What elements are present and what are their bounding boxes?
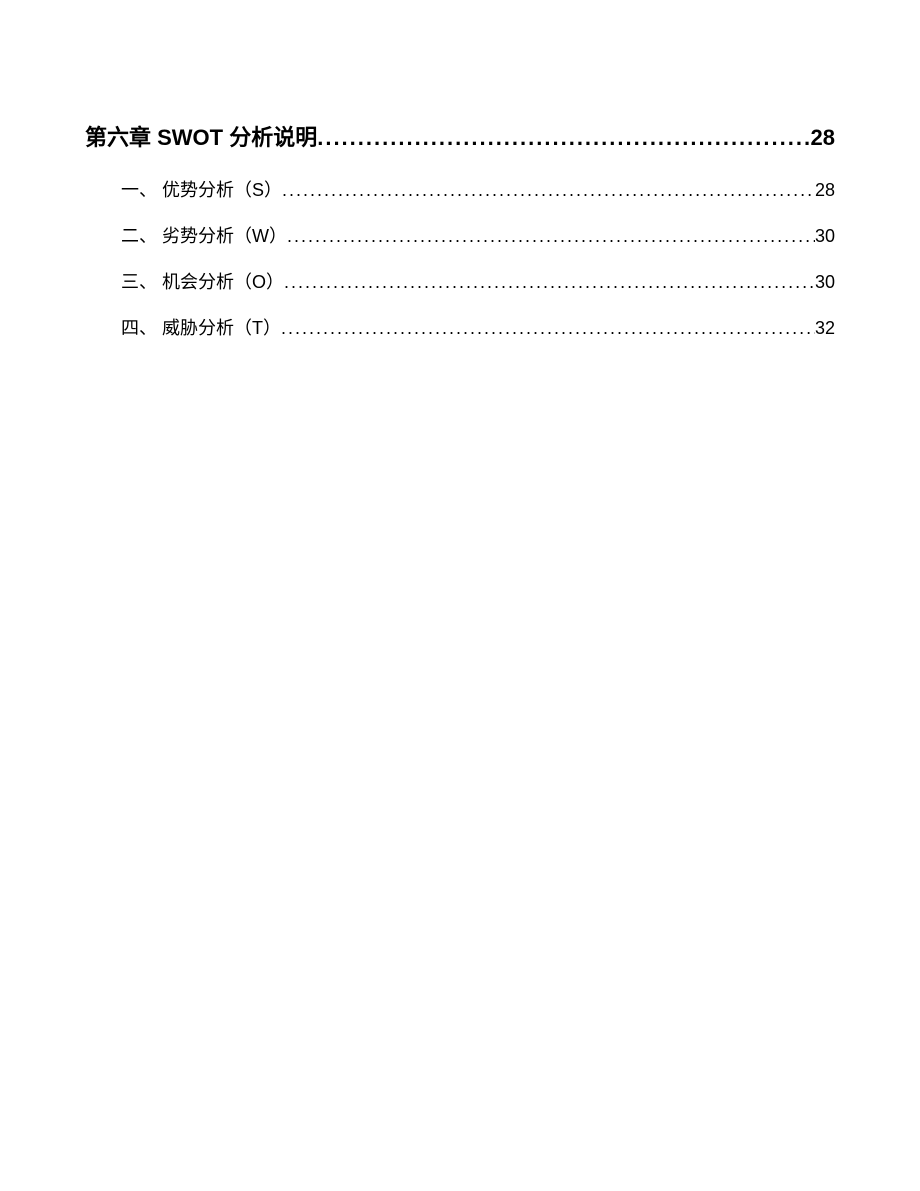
toc-section-title: 一、 优势分析（S） [121,176,282,202]
toc-dot-leader: ........................................… [282,180,815,201]
toc-section-page: 30 [815,226,835,247]
toc-section-page: 30 [815,272,835,293]
toc-section-page: 32 [815,318,835,339]
toc-section-entry: 四、 威胁分析（T） .............................… [85,314,835,340]
toc-section-entry: 一、 优势分析（S） .............................… [85,176,835,202]
toc-section-entry: 三、 机会分析（O） .............................… [85,268,835,294]
toc-dot-leader: ........................................… [317,125,810,151]
toc-section-title: 四、 威胁分析（T） [121,314,281,340]
toc-dot-leader: ........................................… [284,272,815,293]
toc-section-entry: 二、 劣势分析（W） .............................… [85,222,835,248]
toc-dot-leader: ........................................… [281,318,815,339]
toc-dot-leader: ........................................… [287,226,815,247]
toc-section-page: 28 [815,180,835,201]
toc-chapter-entry: 第六章 SWOT 分析说明 ..........................… [85,120,835,152]
toc-section-title: 三、 机会分析（O） [121,268,284,294]
toc-section-title: 二、 劣势分析（W） [121,222,287,248]
toc-chapter-title: 第六章 SWOT 分析说明 [85,120,317,152]
toc-chapter-page: 28 [811,125,835,151]
